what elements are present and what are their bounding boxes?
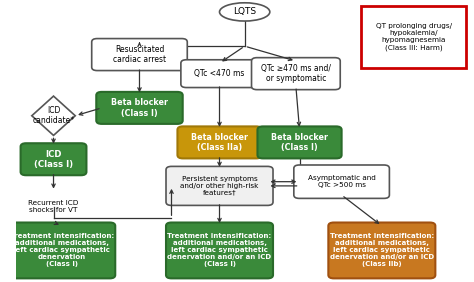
Text: Treatment intensification:
additional medications,
left cardiac sympathetic
dene: Treatment intensification: additional me… (9, 233, 114, 267)
Text: ICD
(Class I): ICD (Class I) (34, 149, 73, 169)
FancyBboxPatch shape (294, 165, 390, 198)
FancyBboxPatch shape (257, 126, 342, 158)
Text: Beta blocker
(Class I): Beta blocker (Class I) (111, 98, 168, 118)
Text: ICD
candidate*: ICD candidate* (32, 106, 74, 125)
Ellipse shape (219, 3, 270, 21)
FancyBboxPatch shape (91, 39, 187, 70)
Polygon shape (32, 96, 75, 135)
Text: Beta blocker
(Class IIa): Beta blocker (Class IIa) (191, 133, 248, 152)
Text: Resuscitated
cardiac arrest: Resuscitated cardiac arrest (113, 45, 166, 64)
FancyBboxPatch shape (8, 222, 115, 278)
Text: Treatment intensification:
additional medications,
left cardiac sympathetic
dene: Treatment intensification: additional me… (167, 233, 272, 267)
Text: Treatment intensification:
additional medications,
left cardiac sympathetic
dene: Treatment intensification: additional me… (330, 233, 434, 267)
Text: QTc ≥470 ms and/
or symptomatic: QTc ≥470 ms and/ or symptomatic (261, 64, 331, 83)
Text: Recurrent ICD
shocks for VT: Recurrent ICD shocks for VT (28, 201, 79, 213)
FancyBboxPatch shape (20, 143, 86, 175)
FancyBboxPatch shape (177, 126, 262, 158)
FancyBboxPatch shape (166, 166, 273, 205)
FancyBboxPatch shape (361, 6, 466, 68)
FancyBboxPatch shape (96, 92, 182, 124)
Text: Beta blocker
(Class I): Beta blocker (Class I) (271, 133, 328, 152)
Text: LQTS: LQTS (233, 7, 256, 16)
FancyBboxPatch shape (328, 222, 435, 278)
Text: QTc <470 ms: QTc <470 ms (194, 69, 245, 78)
FancyBboxPatch shape (181, 60, 258, 87)
FancyBboxPatch shape (252, 58, 340, 90)
Text: QT prolonging drugs/
hypokalemia/
hypomagnesemia
(Class III: Harm): QT prolonging drugs/ hypokalemia/ hypoma… (376, 23, 452, 51)
Text: Asymptomatic and
QTc >500 ms: Asymptomatic and QTc >500 ms (308, 175, 375, 188)
FancyBboxPatch shape (166, 222, 273, 278)
Text: Persistent symptoms
and/or other high-risk
features†: Persistent symptoms and/or other high-ri… (180, 176, 259, 196)
